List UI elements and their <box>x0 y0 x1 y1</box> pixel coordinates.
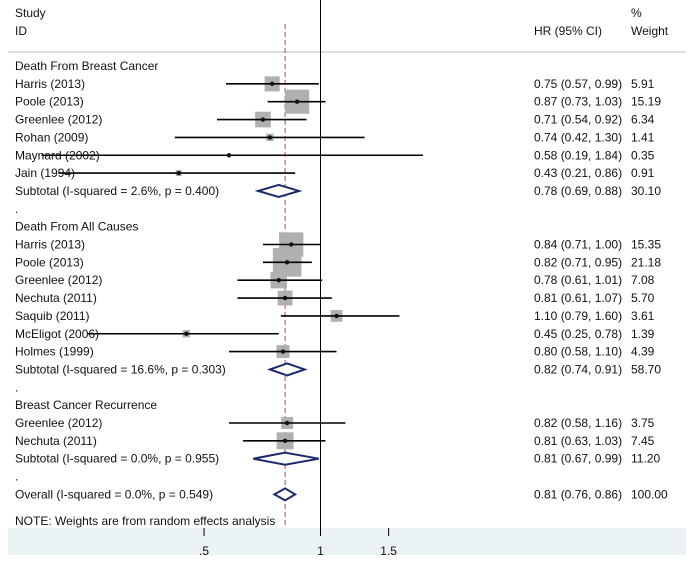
row-label: Poole (2013) <box>15 95 84 109</box>
hr-ci-value: 0.43 (0.21, 0.86) <box>534 166 622 180</box>
weight-value: 21.18 <box>631 255 661 269</box>
row-label: Greenlee (2012) <box>15 273 102 287</box>
subtotal-diamond <box>253 451 319 466</box>
weight-value: 11.20 <box>631 452 660 466</box>
hr-ci-value: 0.82 (0.74, 0.91) <box>534 362 622 376</box>
x-tick-label: .5 <box>199 544 209 558</box>
x-tick-label: 1.5 <box>380 544 397 558</box>
hr-ci-value: 0.75 (0.57, 0.99) <box>534 77 622 91</box>
hr-ci-value: 0.58 (0.19, 1.84) <box>534 148 622 162</box>
plot-marks <box>41 0 423 528</box>
point-estimate <box>276 278 281 283</box>
point-estimate <box>280 349 286 354</box>
spacer-dot: . <box>15 470 18 484</box>
weights-note: NOTE: Weights are from random effects an… <box>15 514 275 528</box>
hr-ci-value: 0.84 (0.71, 1.00) <box>534 238 622 252</box>
weight-header-symbol: % <box>631 6 642 20</box>
row-labels: Death From Breast Cancer Harris (2013) 0.7… <box>15 59 668 501</box>
point-estimate <box>284 260 290 265</box>
point-estimate <box>269 81 275 87</box>
weight-value: 100.00 <box>631 487 668 501</box>
hr-ci-value: 0.87 (0.73, 1.03) <box>534 95 622 109</box>
weight-value: 6.34 <box>631 113 655 127</box>
hr-ci-value: 0.78 (0.61, 1.01) <box>534 273 622 287</box>
x-axis: .5 1 1.5 <box>199 528 397 558</box>
point-estimate <box>289 242 294 247</box>
x-tick-label: 1 <box>317 544 324 558</box>
weight-value: 15.19 <box>631 95 661 109</box>
weight-value: 0.35 <box>631 148 655 162</box>
hr-ci-value: 0.82 (0.58, 1.16) <box>534 416 622 430</box>
row-label: Holmes (1999) <box>15 345 94 359</box>
row-label: Subtotal (I-squared = 16.6%, p = 0.303) <box>15 362 226 376</box>
point-estimate <box>284 420 290 426</box>
hr-ci-value: 0.81 (0.61, 1.07) <box>534 291 622 305</box>
weight-value: 7.08 <box>631 273 655 287</box>
point-estimate <box>260 117 266 122</box>
overall-diamond <box>272 487 298 502</box>
spacer-dot: . <box>15 202 18 216</box>
row-label: Harris (2013) <box>15 238 85 252</box>
weight-value: 1.41 <box>631 130 655 144</box>
row-label: Harris (2013) <box>15 77 85 91</box>
row-label: Greenlee (2012) <box>15 416 102 430</box>
weight-value: 15.35 <box>631 238 661 252</box>
group-heading: Death From All Causes <box>15 220 138 234</box>
row-label: Nechuta (2011) <box>15 434 97 448</box>
row-label: Poole (2013) <box>15 255 84 269</box>
point-estimate <box>282 438 288 444</box>
point-estimate <box>176 170 181 176</box>
point-estimate <box>226 153 232 158</box>
row-label: Subtotal (I-squared = 2.6%, p = 0.400) <box>15 184 219 198</box>
weight-header: Weight <box>631 24 669 38</box>
axis-band <box>8 528 686 555</box>
subtotal-diamond <box>254 183 303 198</box>
hr-ci-value: 0.82 (0.71, 0.95) <box>534 255 622 269</box>
group-heading: Breast Cancer Recurrence <box>15 398 157 412</box>
row-label: Subtotal (I-squared = 0.0%, p = 0.955) <box>15 452 219 466</box>
weight-value: 4.39 <box>631 345 655 359</box>
point-estimate <box>294 99 300 104</box>
point-estimate <box>267 135 273 140</box>
hr-ci-value: 0.80 (0.58, 1.10) <box>534 345 622 359</box>
weight-value: 7.45 <box>631 434 655 448</box>
hr-ci-value: 0.81 (0.67, 0.99) <box>534 452 622 466</box>
row-label: Saquib (2011) <box>15 309 90 323</box>
hr-ci-value: 0.45 (0.25, 0.78) <box>534 327 622 341</box>
hr-ci-value: 0.78 (0.69, 0.88) <box>534 184 622 198</box>
weight-value: 58.70 <box>631 362 661 376</box>
hr-ci-value: 0.71 (0.54, 0.92) <box>534 113 622 127</box>
hr-ci-value: 1.10 (0.79, 1.60) <box>534 309 622 323</box>
subtotal-diamond <box>266 362 308 377</box>
row-label: Jain (1994) <box>15 166 75 180</box>
hr-ci-value: 0.81 (0.63, 1.03) <box>534 434 622 448</box>
weight-value: 30.10 <box>631 184 661 198</box>
hr-ci-value: 0.81 (0.76, 0.86) <box>534 487 622 501</box>
row-label: Rohan (2009) <box>15 130 88 144</box>
weight-value: 5.91 <box>631 77 655 91</box>
row-label: Maynard (2002) <box>15 148 100 162</box>
weight-value: 1.39 <box>631 327 655 341</box>
row-label: Overall (I-squared = 0.0%, p = 0.549) <box>15 487 213 501</box>
weight-value: 3.61 <box>631 309 655 323</box>
point-estimate <box>334 313 339 319</box>
point-estimate <box>282 295 288 301</box>
weight-value: 5.70 <box>631 291 655 305</box>
spacer-dot: . <box>15 380 18 394</box>
point-estimate <box>184 331 189 336</box>
weight-value: 0.91 <box>631 166 655 180</box>
row-label: Greenlee (2012) <box>15 113 102 127</box>
group-heading: Death From Breast Cancer <box>15 59 158 73</box>
row-label: Nechuta (2011) <box>15 291 97 305</box>
study-header: Study <box>15 6 46 20</box>
effect-header: HR (95% CI) <box>534 24 602 38</box>
hr-ci-value: 0.74 (0.42, 1.30) <box>534 130 622 144</box>
id-header: ID <box>15 24 27 38</box>
weight-value: 3.75 <box>631 416 655 430</box>
row-label: McEligot (2006) <box>15 327 99 341</box>
